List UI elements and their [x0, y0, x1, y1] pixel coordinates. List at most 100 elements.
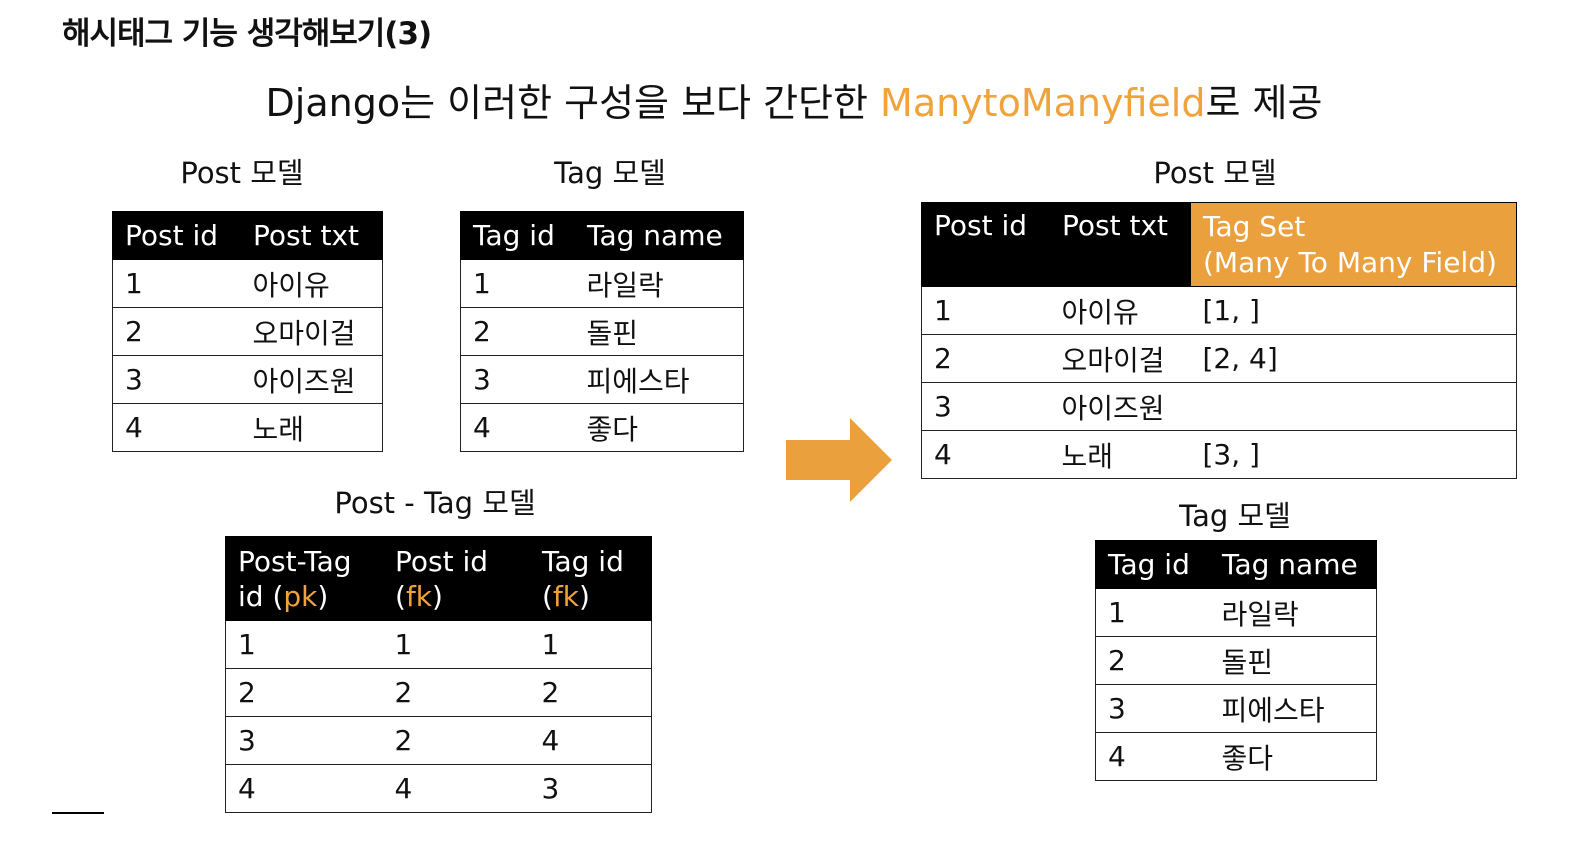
table-cell: 4: [529, 716, 652, 765]
table-cell: 4: [112, 403, 241, 452]
table-row: 4 노래: [112, 403, 383, 452]
header-text: (: [395, 579, 406, 613]
table-cell: 4: [1095, 732, 1210, 781]
table-cell: 라일락: [1209, 588, 1377, 637]
table-cell: 아이즈원: [1049, 382, 1191, 431]
post-model-m2m-label: Post 모델: [1153, 156, 1277, 190]
headline: Django는 이러한 구성을 보다 간단한 ManytoManyfield로 …: [0, 72, 1588, 127]
header-text: ): [317, 579, 329, 613]
tag-model-m2m-label: Tag 모델: [1179, 499, 1291, 533]
table-cell: 좋다: [1209, 732, 1377, 781]
post-tag-model-label: Post - Tag 모델: [334, 486, 536, 520]
table-cell: 피에스타: [1209, 684, 1377, 733]
table-row: 1 아이유: [112, 259, 383, 308]
table-cell: 3: [112, 355, 241, 404]
column-header: Tag id: [460, 211, 575, 260]
column-header: Post txt: [1049, 202, 1191, 287]
slide-title: 해시태그 기능 생각해보기(3): [62, 16, 432, 52]
table-cell: [3, ]: [1190, 430, 1517, 479]
table-cell: 3: [460, 355, 575, 404]
column-header: Tag name: [574, 211, 744, 260]
table-header-row: Post id Post txt: [112, 211, 383, 260]
column-header: Post id (fk): [382, 536, 530, 621]
table-cell: 2: [460, 307, 575, 356]
post-model-label: Post 모델: [180, 156, 304, 190]
table-cell: 2: [1095, 636, 1210, 685]
header-line1: Tag id: [542, 544, 624, 578]
post-model-m2m-table: Post id Post txt Tag Set (Many To Many F…: [921, 202, 1517, 479]
pk-label: pk: [283, 579, 318, 613]
table-cell: 2: [921, 334, 1050, 383]
header-line1: Post-Tag: [238, 544, 352, 578]
table-cell: [1190, 382, 1517, 431]
column-header: Post id: [921, 202, 1050, 287]
header-line1: Tag Set: [1203, 209, 1306, 243]
header-text: id (: [238, 579, 284, 613]
footer-divider: [52, 812, 104, 814]
table-cell: 라일락: [574, 259, 744, 308]
table-cell: 돌핀: [574, 307, 744, 356]
table-row: 3 아이즈원: [921, 382, 1517, 431]
table-cell: 오마이걸: [1049, 334, 1191, 383]
table-row: 1 아이유 [1, ]: [921, 286, 1517, 335]
headline-highlight: ManytoManyfield: [880, 81, 1206, 125]
table-cell: 오마이걸: [240, 307, 383, 356]
table-row: 3 피에스타: [460, 355, 744, 404]
post-model-table: Post id Post txt 1 아이유 2 오마이걸 3 아이즈원 4 노래: [112, 211, 383, 452]
table-row: 2 오마이걸 [2, 4]: [921, 334, 1517, 383]
table-cell: 3: [225, 716, 383, 765]
table-header-row: Tag id Tag name: [1095, 540, 1377, 589]
table-cell: 2: [529, 668, 652, 717]
headline-prefix: Django는 이러한 구성을 보다 간단한: [265, 81, 881, 125]
table-header-row: Tag id Tag name: [460, 211, 744, 260]
table-row: 4 노래 [3, ]: [921, 430, 1517, 479]
header-line2: id (pk): [238, 579, 382, 614]
table-cell: 4: [921, 430, 1050, 479]
tag-model-m2m-table: Tag id Tag name 1 라일락 2 돌핀 3 피에스타 4 좋다: [1095, 540, 1377, 781]
table-header-row: Post id Post txt Tag Set (Many To Many F…: [921, 202, 1517, 287]
table-cell: 1: [460, 259, 575, 308]
table-row: 2 돌핀: [460, 307, 744, 356]
table-row: 2 돌핀: [1095, 636, 1377, 685]
header-text: ): [579, 579, 590, 613]
table-cell: 피에스타: [574, 355, 744, 404]
table-cell: 2: [112, 307, 241, 356]
table-cell: 노래: [1049, 430, 1191, 479]
fk-label: fk: [552, 579, 580, 613]
table-cell: 4: [382, 764, 530, 813]
table-cell: 3: [529, 764, 652, 813]
table-cell: 3: [1095, 684, 1210, 733]
table-cell: 2: [382, 668, 530, 717]
table-cell: 4: [460, 403, 575, 452]
table-row: 4 좋다: [460, 403, 744, 452]
header-line2: (fk): [395, 579, 529, 614]
header-text: ): [432, 579, 443, 613]
tag-model-label: Tag 모델: [554, 156, 666, 190]
table-cell: 1: [382, 620, 530, 669]
column-header: Tag id (fk): [529, 536, 652, 621]
table-cell: 아이유: [240, 259, 383, 308]
header-line1: Post id: [395, 544, 489, 578]
table-cell: 1: [112, 259, 241, 308]
column-header: Tag id: [1095, 540, 1210, 589]
table-cell: 2: [382, 716, 530, 765]
header-text: (: [542, 579, 553, 613]
right-arrow-icon: [786, 418, 892, 502]
table-cell: [2, 4]: [1190, 334, 1517, 383]
table-cell: 3: [921, 382, 1050, 431]
table-row: 3 피에스타: [1095, 684, 1377, 733]
table-row: 4 좋다: [1095, 732, 1377, 781]
fk-label: fk: [405, 579, 433, 613]
table-row: 1 라일락: [1095, 588, 1377, 637]
table-cell: 2: [225, 668, 383, 717]
table-cell: [1, ]: [1190, 286, 1517, 335]
column-header: Tag name: [1209, 540, 1377, 589]
table-cell: 1: [921, 286, 1050, 335]
table-cell: 1: [529, 620, 652, 669]
table-cell: 돌핀: [1209, 636, 1377, 685]
table-cell: 4: [225, 764, 383, 813]
